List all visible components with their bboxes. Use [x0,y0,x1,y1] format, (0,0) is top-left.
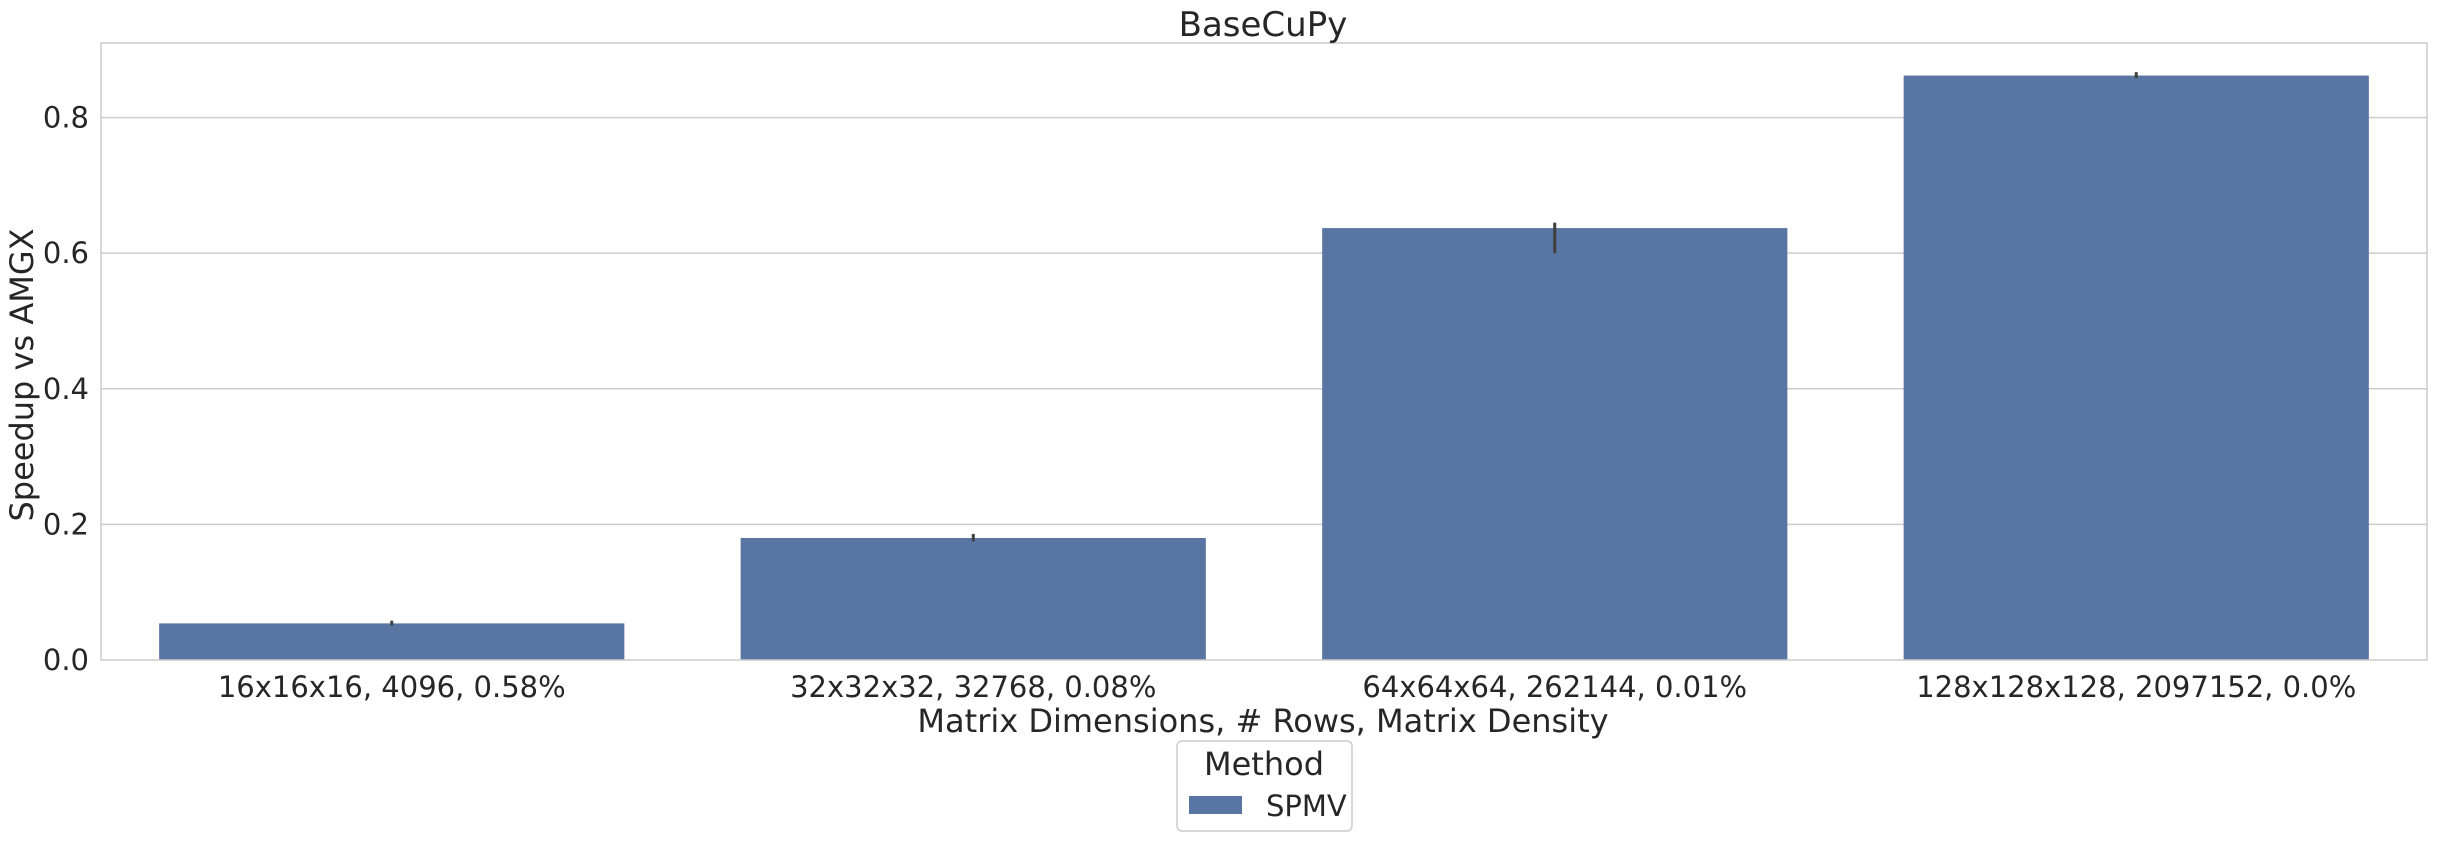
y-tick-label: 0.6 [43,236,89,270]
bar-1 [159,623,625,660]
y-tick-label: 0.8 [43,101,89,135]
chart-title: BaseCuPy [1179,5,1348,45]
x-tick-label: 64x64x64, 262144, 0.01% [1362,670,1747,704]
legend: Method SPMV [1176,740,1353,832]
y-axis-label: Speedup vs AMGX [3,228,41,521]
bar-3 [1322,228,1788,660]
legend-label-spmv: SPMV [1266,789,1347,823]
x-tick-label: 16x16x16, 4096, 0.58% [218,670,566,704]
y-tick-label: 0.0 [43,643,89,677]
bar-2 [740,537,1206,660]
bar-4 [1903,75,2369,661]
y-tick-label: 0.4 [43,372,89,406]
legend-swatch-spmv [1189,796,1242,814]
x-tick-label: 128x128x128, 2097152, 0.0% [1916,670,2356,704]
x-tick-label: 32x32x32, 32768, 0.08% [790,670,1156,704]
x-axis-label: Matrix Dimensions, # Rows, Matrix Densit… [917,702,1608,740]
legend-title: Method [1204,745,1324,783]
error-bars [390,72,2138,626]
x-tick-labels: 16x16x16, 4096, 0.58% 32x32x32, 32768, 0.… [218,670,2356,704]
plot-frame [100,42,2428,661]
bars [159,75,2369,661]
y-tick-labels: 0.0 0.2 0.4 0.6 0.8 [43,101,89,677]
y-tick-label: 0.2 [43,507,89,541]
